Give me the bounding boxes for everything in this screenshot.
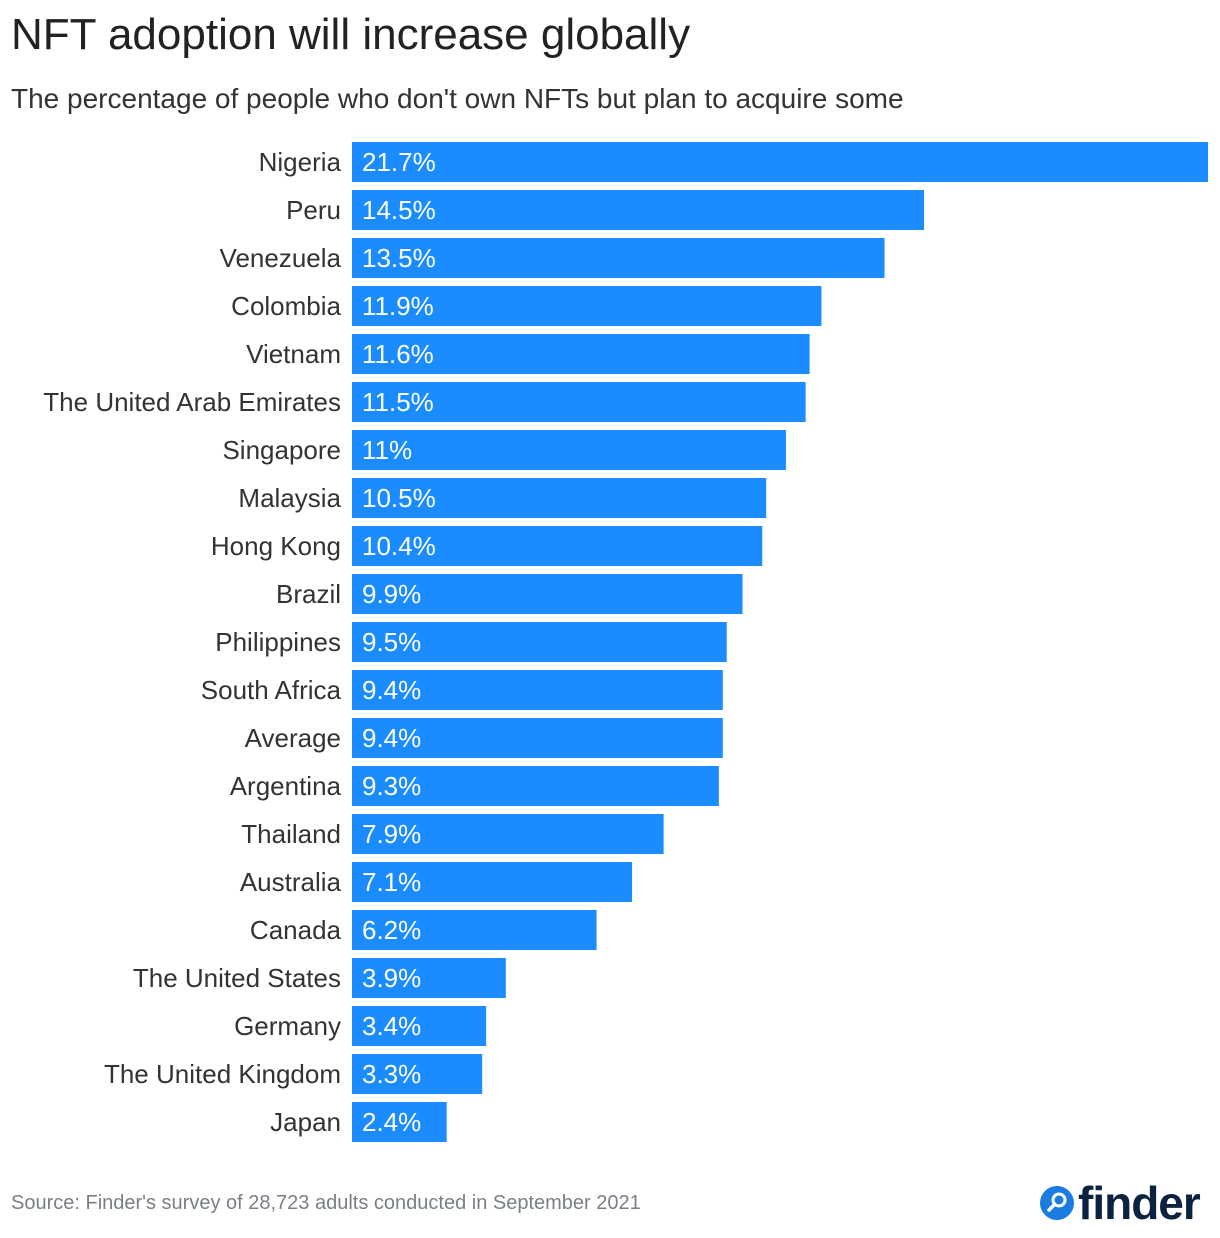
category-label: Canada (250, 915, 342, 945)
category-label: Malaysia (238, 483, 341, 513)
bar-argentina (352, 766, 719, 806)
bar-chart: Nigeria 21.7% Peru 14.5% Venezuela 13.5% Colom… (43, 142, 1208, 1142)
bar-thailand (352, 814, 664, 854)
category-label: Philippines (215, 627, 341, 657)
value-label: 11% (362, 435, 412, 465)
value-label: 3.9% (362, 963, 421, 993)
value-label: 9.3% (362, 771, 421, 801)
bar-australia (352, 862, 633, 902)
bar-philippines (352, 622, 727, 662)
chart-title: NFT adoption will increase globally (11, 10, 691, 59)
category-label: Argentina (230, 771, 342, 801)
bar-malaysia (352, 478, 767, 518)
bar-japan (352, 1102, 447, 1142)
category-label: Singapore (222, 435, 341, 465)
bar-brazil (352, 574, 743, 614)
value-label: 9.9% (362, 579, 421, 609)
category-label: The United Kingdom (104, 1059, 341, 1089)
category-label: Venezuela (220, 243, 342, 273)
category-label: Average (245, 723, 341, 753)
value-label: 11.5% (362, 387, 434, 417)
value-label: 9.4% (362, 675, 421, 705)
value-label: 10.4% (362, 531, 436, 561)
chart-subtitle: The percentage of people who don't own N… (11, 83, 904, 114)
bar-hong-kong (352, 526, 763, 566)
category-label: Colombia (231, 291, 341, 321)
category-label: Germany (234, 1011, 341, 1041)
category-label: Hong Kong (211, 531, 341, 561)
category-label: Japan (270, 1107, 341, 1137)
bar-canada (352, 910, 597, 950)
value-label: 7.9% (362, 819, 421, 849)
value-label: 9.4% (362, 723, 421, 753)
category-label: Australia (240, 867, 342, 897)
bar-nigeria (352, 142, 1208, 182)
category-label: Brazil (276, 579, 341, 609)
category-label: Nigeria (259, 147, 342, 177)
bar-colombia (352, 286, 822, 326)
value-label: 3.3% (362, 1059, 421, 1089)
category-label: Thailand (241, 819, 341, 849)
bar-the-united-kingdom (352, 1054, 483, 1094)
value-label: 11.9% (362, 291, 434, 321)
value-label: 21.7% (362, 147, 436, 177)
value-label: 2.4% (362, 1107, 421, 1137)
bar-south-africa (352, 670, 723, 710)
bar-the-united-states (352, 958, 506, 998)
value-label: 7.1% (362, 867, 421, 897)
bar-germany (352, 1006, 487, 1046)
category-label: South Africa (201, 675, 342, 705)
category-label: Peru (286, 195, 341, 225)
bar-vietnam (352, 334, 810, 374)
source-note: Source: Finder's survey of 28,723 adults… (11, 1192, 641, 1214)
magnifier-icon (1040, 1186, 1074, 1220)
category-label: The United Arab Emirates (43, 387, 341, 417)
value-label: 11.6% (362, 339, 434, 369)
value-label: 14.5% (362, 195, 436, 225)
brand-name: finder (1078, 1177, 1201, 1229)
category-label: The United States (133, 963, 341, 993)
finder-logo[interactable]: finder (1040, 1177, 1201, 1229)
bar-average (352, 718, 723, 758)
bar-peru (352, 190, 924, 230)
value-label: 6.2% (362, 915, 421, 945)
bar-singapore (352, 430, 786, 470)
value-label: 13.5% (362, 243, 436, 273)
bar-venezuela (352, 238, 885, 278)
value-label: 10.5% (362, 483, 436, 513)
value-label: 9.5% (362, 627, 421, 657)
category-label: Vietnam (246, 339, 341, 369)
bar-the-united-arab-emirates (352, 382, 806, 422)
value-label: 3.4% (362, 1011, 421, 1041)
